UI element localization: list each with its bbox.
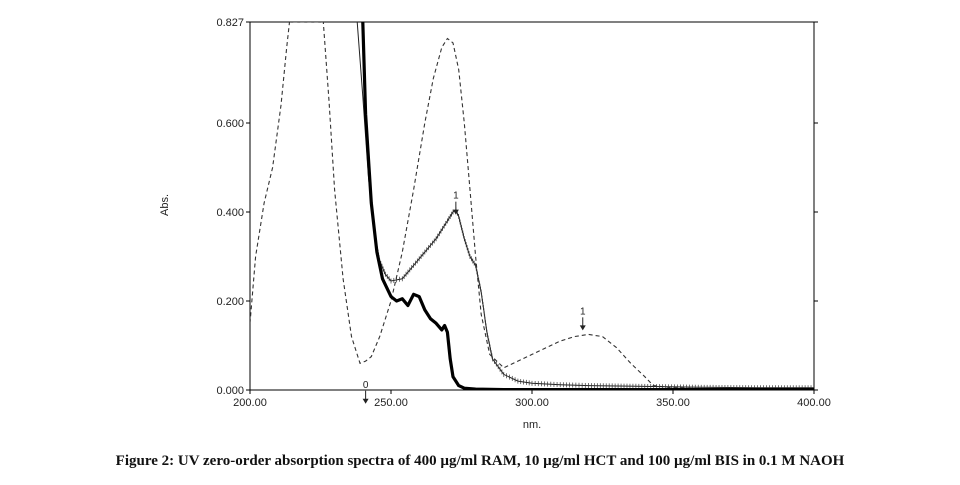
figure-caption: Figure 2: UV zero-order absorption spect… <box>115 453 845 469</box>
peak-annotation-label: 1 <box>453 191 459 202</box>
series-line-2-thin-ticked <box>356 22 814 389</box>
x-axis-title: nm. <box>523 419 541 431</box>
y-axis-title: Abs. <box>159 194 171 216</box>
x-tick-label: 250.00 <box>374 397 408 409</box>
y-tick-label: 0.200 <box>216 296 244 308</box>
series-line-1-dashed <box>250 22 814 390</box>
peak-annotation-label: 0 <box>363 380 369 391</box>
peak-annotation-arrowhead <box>452 209 459 215</box>
x-tick-label: 200.00 <box>233 397 267 409</box>
y-tick-label: 0.600 <box>216 118 244 130</box>
y-tick-label: 0.000 <box>216 385 244 397</box>
series-line-3-thick <box>361 22 814 390</box>
y-tick-label: 0.827 <box>216 17 244 29</box>
uv-spectra-chart: 0.000 0.200 0.400 0.600 0.827 200.00 250.00 300… <box>159 17 831 431</box>
peak-annotation-label: 1 <box>580 306 586 317</box>
y-tick-label: 0.400 <box>216 207 244 219</box>
series-2-tick-marks <box>368 173 812 390</box>
axis-ticks: 0.000 0.200 0.400 0.600 0.827 200.00 250.00 300… <box>216 17 830 409</box>
peak-annotation-arrowhead <box>362 398 369 404</box>
plot-frame <box>249 21 815 391</box>
x-tick-label: 350.00 <box>656 397 690 409</box>
x-tick-label: 300.00 <box>515 397 549 409</box>
x-tick-label: 400.00 <box>797 397 831 409</box>
peak-annotation-arrowhead <box>579 325 586 331</box>
series-layer <box>250 22 814 390</box>
annotation-layer: 1 1 0 <box>362 191 586 404</box>
